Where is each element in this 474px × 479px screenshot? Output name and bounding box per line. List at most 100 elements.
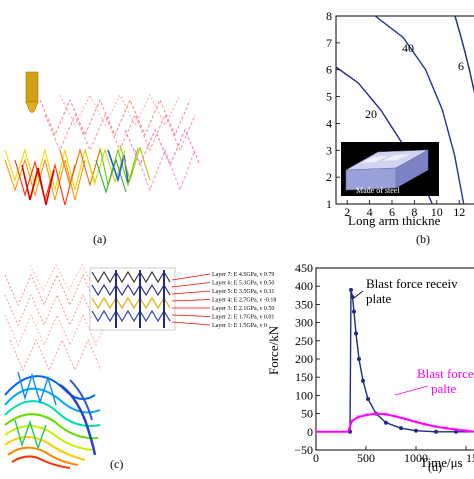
- panel-d-series-0-point-12: [399, 426, 403, 431]
- panel-d-ytick-label-8: 350: [295, 297, 313, 311]
- panel-d-series-0-point-4: [350, 295, 355, 300]
- panel-b-xtick-label-0: 2: [344, 205, 350, 219]
- panel-c-layer-label-6: Layer 1: E 1.5GPa, ν 0: [212, 323, 267, 329]
- panel-b-ytick-label-0: 1: [326, 197, 332, 211]
- panel-d-series-0-point-6: [354, 331, 358, 336]
- panel-c-layer-legend: Layer 7: E 4.5GPa, ν 0.79 Layer 6: E 5.3G…: [171, 272, 276, 329]
- panel-d-series-1-point-8: ×: [403, 414, 408, 424]
- panel-d-ytick-label-3: 100: [295, 388, 313, 402]
- panel-b-ytick-label-1: 2: [326, 170, 332, 184]
- panel-d-xticks: 0 500 1000 150: [313, 446, 474, 465]
- panel-c-lattice-model: [89, 267, 176, 331]
- panel-c-layer-label-1: Layer 6: E 5.3GPa, ν 0.50: [212, 281, 274, 287]
- panel-d-series-0-point-8: [361, 378, 365, 383]
- panel-d-legend-force-line2: palte: [431, 381, 456, 396]
- panel-d-series-0-point-13: [414, 428, 418, 433]
- panel-d-ytick-label-5: 200: [295, 352, 313, 366]
- panel-d-series-1-point-11: ×: [433, 422, 438, 432]
- panel-d-series-1-point-10: ×: [423, 420, 428, 430]
- panel-b-curve-label-20: 20: [365, 107, 377, 121]
- inset-label: Made of steel: [356, 186, 400, 195]
- panel-d-ytick-label-6: 250: [295, 334, 313, 348]
- panel-c-layer-label-0: Layer 7: E 4.5GPa, ν 0.79: [212, 272, 274, 278]
- panel-d-xtick-label-3: 150: [466, 451, 474, 465]
- panel-b-xtick-label-1: 4: [367, 205, 373, 219]
- panel-d-ytick-label-2: 50: [301, 407, 313, 421]
- panel-d-axes-frame: [315, 267, 474, 451]
- panel-c-layer-pointer-1: [171, 282, 211, 288]
- panel-b-xtick-label-3: 8: [411, 205, 417, 219]
- panel-d-series-1-point-2: ×: [349, 416, 354, 426]
- panel-d-ytick-label-7: 300: [295, 316, 313, 330]
- panel-c-layer-label-5: Layer 2: E 1.7GPa, ν 0.01: [212, 315, 274, 321]
- steel-block-icon: [345, 149, 429, 191]
- panel-d-series-0-point-5: [352, 309, 356, 314]
- panel-d-series-1-point-12: ×: [443, 423, 448, 433]
- panel-d-xlabel: Time/μs: [420, 455, 463, 470]
- panel-b-ytick-label-4: 5: [326, 90, 332, 104]
- panel-d-yticks: −50 0 50 100 150 200 250 300 350 400 450: [294, 261, 320, 457]
- panel-d-series-0-point-14: [434, 429, 438, 434]
- panel-d-label: (d): [428, 460, 442, 474]
- panel-c-layer-label-3: Layer 4: E 2.7GPa, ν -0.18: [212, 298, 276, 304]
- panel-d-series-1-point-13: ×: [453, 425, 458, 435]
- panel-b-xticks: 2 4 6 8 10 12: [344, 200, 465, 219]
- panel-b-ytick-label-7: 8: [326, 9, 332, 23]
- panel-c-layer-pointer-0: [171, 273, 211, 281]
- panel-b-ytick-label-5: 6: [326, 63, 332, 77]
- panel-d-series-1-point-4: ×: [363, 410, 368, 420]
- panel-b-xlabel: Long arm thickne: [348, 213, 441, 228]
- panel-d-series-1-point-3: ×: [355, 412, 360, 422]
- panel-b-series-40: [374, 15, 465, 205]
- panel-d-series-0-point-9: [366, 397, 370, 402]
- panel-d-series: ××××××××××××××: [316, 287, 474, 437]
- panel-b-inset: Made of steel: [341, 142, 439, 196]
- panel-d-series-1-point-9: ×: [413, 417, 418, 427]
- panel-d-series-1-point-7: ×: [393, 412, 398, 422]
- panel-c-layer-label-2: Layer 5: E 3.5GPa, ν 0.31: [212, 289, 274, 295]
- panel-d-series-0-point-3: [349, 287, 353, 292]
- panel-d-series-1-point-5: ×: [373, 409, 378, 419]
- panel-a: (a): [4, 71, 201, 246]
- panel-b-series-outer: [454, 15, 474, 94]
- panel-d-legend-received-line1: Blast force receiv: [366, 276, 458, 291]
- panel-d-ytick-label-10: 450: [295, 261, 313, 275]
- panel-c-layer-pointer-5: [171, 314, 211, 317]
- panel-d-legend-force-pointer: [394, 385, 429, 396]
- panel-d-xtick-label-0: 0: [313, 451, 319, 465]
- panel-b-xtick-label-2: 6: [389, 205, 395, 219]
- panel-d-ytick-label-4: 150: [295, 370, 313, 384]
- panel-c-label: (c): [110, 457, 123, 471]
- panel-b-ytick-label-3: 4: [326, 116, 332, 130]
- panel-c-lattice: [4, 263, 110, 469]
- panel-c-layer-pointer-3: [171, 299, 211, 302]
- panel-c-layer-pointer-2: [171, 290, 211, 295]
- panel-c-layer-label-4: Layer 3: E 2.1GPa, ν 0.50: [212, 306, 274, 312]
- indenter-icon: [25, 71, 39, 113]
- panel-d-xtick-label-2: 1000: [404, 451, 428, 465]
- panel-d-series-0-point-7: [357, 357, 361, 361]
- panel-b-yticks: 1 2 3 4 5 6 7 8: [326, 9, 340, 211]
- panel-a-label: (a): [93, 232, 106, 246]
- panel-d-legend-force-line1: Blast force: [417, 366, 474, 381]
- panel-d-series-1-point-14: ×: [463, 426, 468, 436]
- panel-b-xtick-label-5: 12: [453, 205, 465, 219]
- panel-d-series-line-1: [316, 412, 474, 433]
- panel-d-ylabel: Force/kN: [266, 325, 281, 375]
- panel-a-lattice: [4, 93, 201, 206]
- panel-d-ytick-label-9: 400: [295, 279, 313, 293]
- panel-d-ytick-label-1: 0: [307, 425, 313, 439]
- panel-d-series-1-point-6: ×: [383, 409, 388, 419]
- panel-b-curve-label-partial: 6: [458, 59, 464, 73]
- panel-b-ytick-label-6: 7: [326, 36, 332, 50]
- panel-d-ytick-label-0: −50: [294, 443, 313, 457]
- panel-b-label: (b): [416, 232, 430, 246]
- panel-d-series-0-point-15: [454, 429, 458, 434]
- panel-d-legend-received-line2: plate: [366, 291, 391, 306]
- panel-b-xtick-label-4: 10: [431, 205, 443, 219]
- panel-b-curve-label-40: 40: [402, 41, 414, 55]
